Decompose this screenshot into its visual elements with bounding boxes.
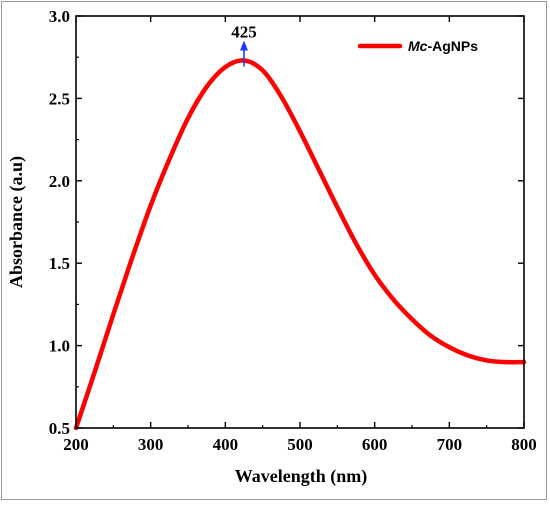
legend-label: Mc-AgNPs: [408, 38, 478, 54]
y-tick-label: 3.0: [49, 7, 70, 26]
y-tick-label: 2.5: [49, 89, 70, 108]
y-tick-label: 0.5: [49, 419, 70, 438]
y-axis-title: Absorbance (a.u): [6, 156, 27, 288]
x-tick-label: 200: [63, 435, 89, 454]
x-tick-label: 700: [437, 435, 463, 454]
x-tick-label: 300: [138, 435, 164, 454]
chart-frame: 200 300 400 500 600 700 800 0.5 1.0 1.5 2.0 2.5 3.0 …: [1, 1, 547, 500]
x-tick-label: 400: [213, 435, 239, 454]
x-tick-label: 600: [362, 435, 388, 454]
x-axis-title: Wavelength (nm): [235, 466, 368, 487]
peak-arrow-head-icon: [240, 40, 248, 51]
y-tick-label: 2.0: [49, 172, 70, 191]
y-tick-label: 1.0: [49, 337, 70, 356]
x-tick-label: 500: [287, 435, 313, 454]
absorbance-chart: 200 300 400 500 600 700 8000.51.01.52.02.53.0 …: [6, 7, 537, 487]
legend-label-prefix: Mc: [408, 38, 428, 54]
series-line-0: [73, 58, 527, 431]
legend-label-suffix: -AgNPs: [427, 38, 478, 54]
x-tick-label: 800: [511, 435, 537, 454]
peak-label: 425: [231, 22, 257, 41]
y-tick-label: 1.5: [49, 254, 70, 273]
